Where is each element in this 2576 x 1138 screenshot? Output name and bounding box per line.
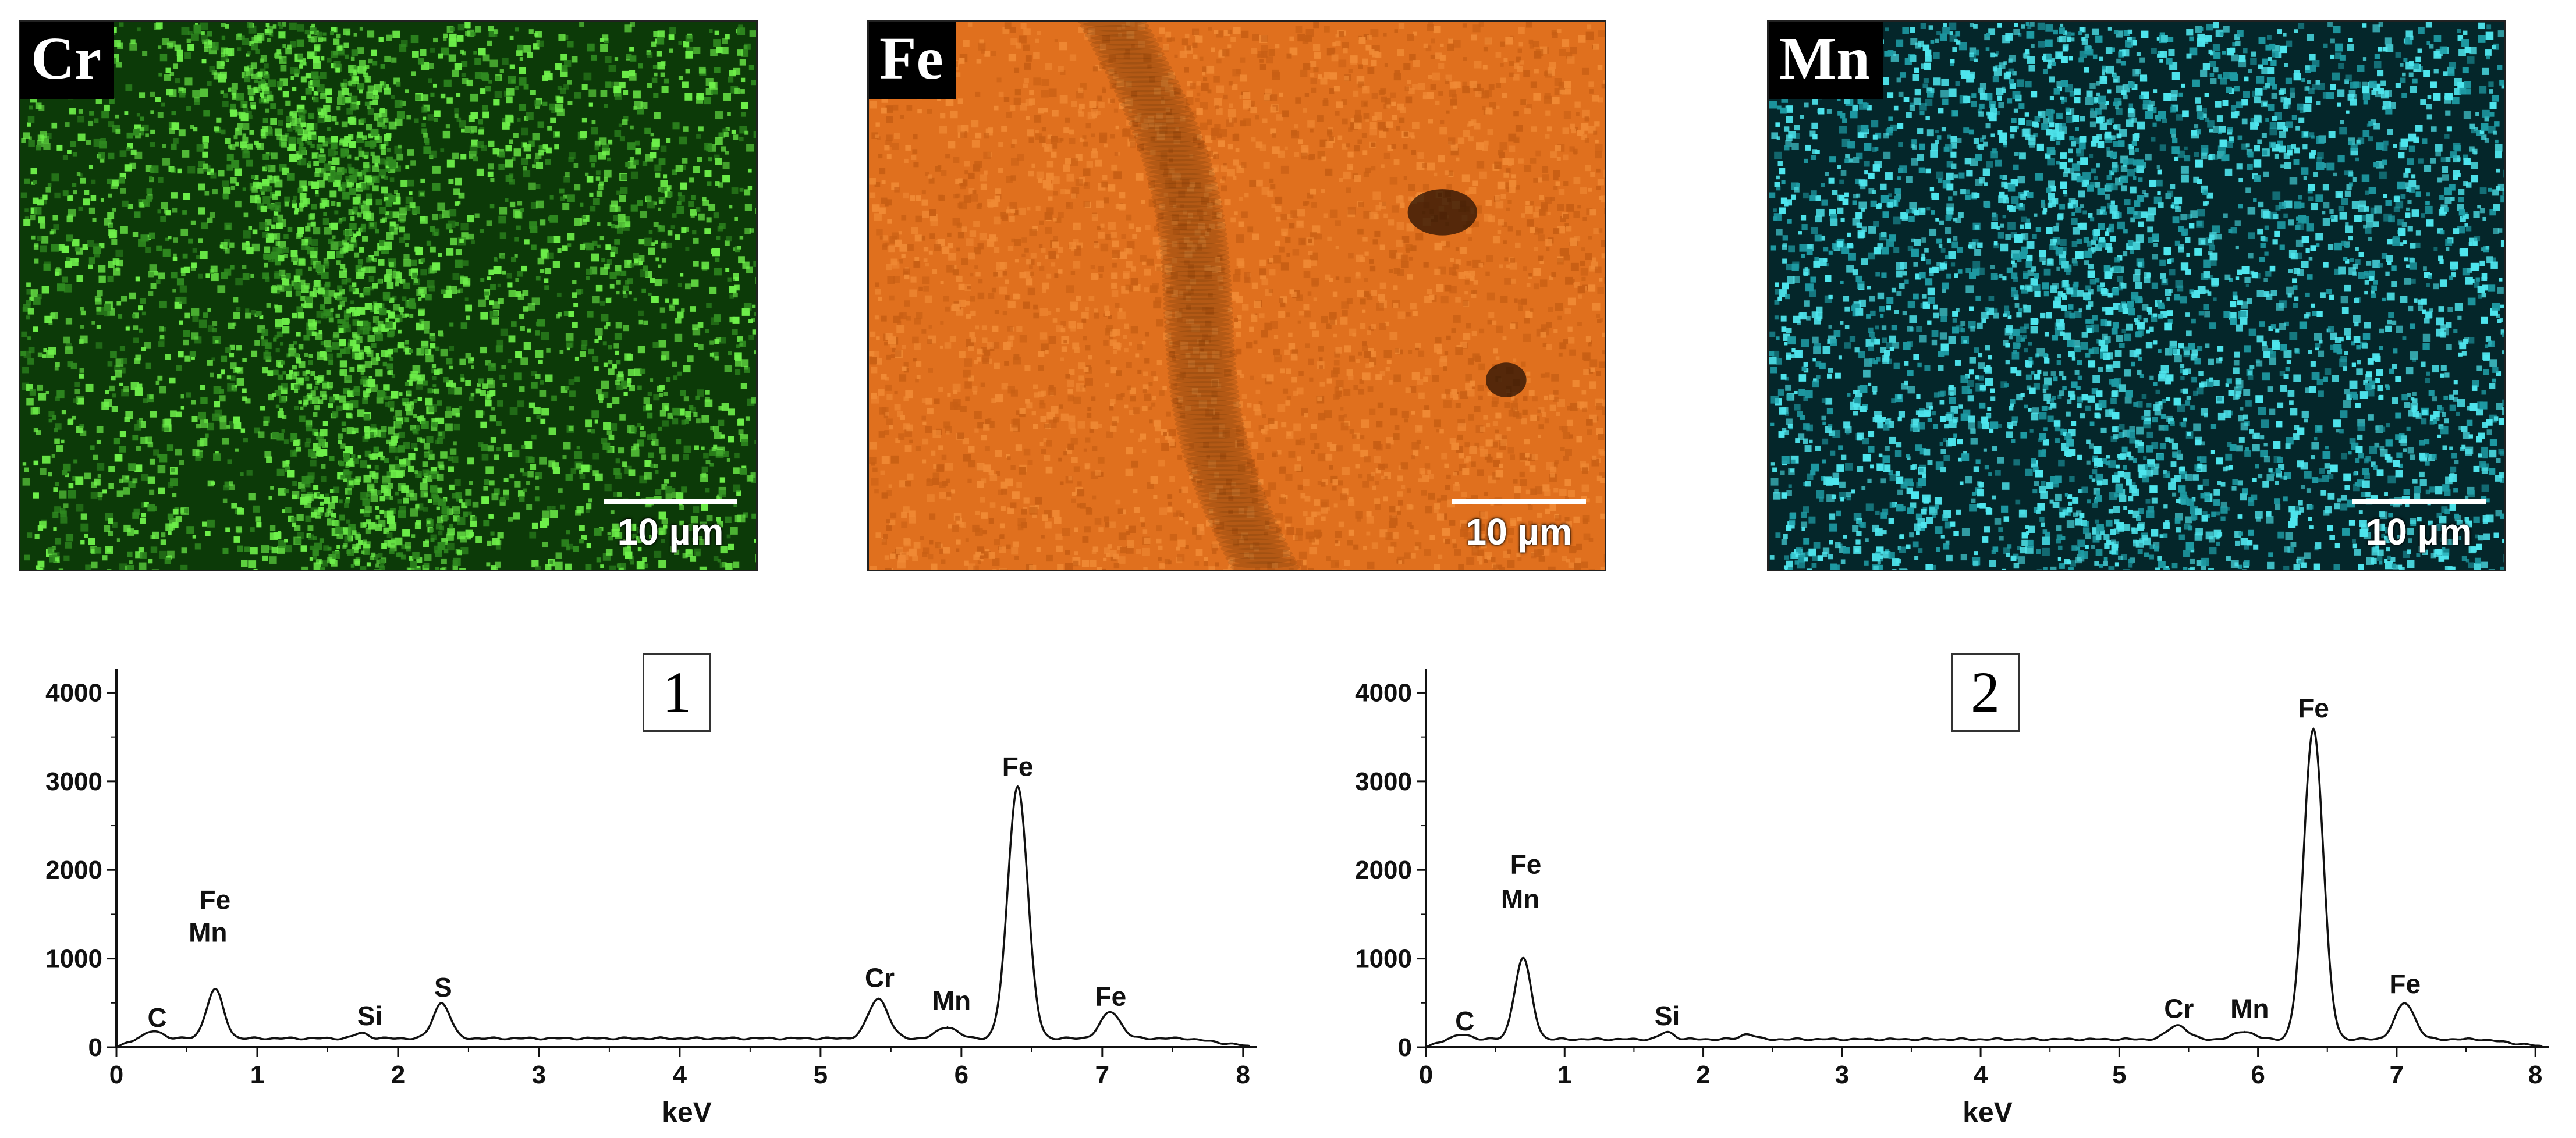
x-tick-label: 0	[1419, 1061, 1433, 1089]
scale-bar-label: 10 µm	[2365, 511, 2472, 553]
y-tick-label: 0	[1398, 1033, 1412, 1062]
peak-point	[2312, 727, 2314, 729]
peak-point	[2243, 1030, 2245, 1032]
peak-label: C	[148, 1002, 167, 1033]
x-tick-label: 2	[391, 1061, 405, 1089]
y-tick-label: 4000	[45, 678, 102, 707]
y-tick-label: 1000	[45, 945, 102, 973]
cr-elemental-map: Cr 10 µm	[19, 20, 758, 571]
peak-label: Si	[1655, 1001, 1680, 1031]
panel-label-2: 2	[1951, 653, 2020, 732]
peak-label: Fe	[1002, 752, 1034, 782]
peak-point	[1747, 1033, 1748, 1035]
peak-point	[361, 1032, 363, 1034]
eds-spectrum-1: 0 1000 2000 3000 4000 0 1 2 3 4 5 6 7 8 keV C Fe Mn Si S Cr M…	[23, 640, 1280, 1129]
peak-point	[946, 1026, 948, 1027]
y-tick-label: 2000	[45, 856, 102, 884]
peak-label: C	[1455, 1006, 1474, 1036]
scale-bar-line	[604, 499, 737, 504]
peak-label: Fe	[1510, 849, 1542, 879]
fe-map-image	[869, 22, 1605, 570]
x-tick-label: 7	[2390, 1061, 2404, 1089]
x-tick-label: 6	[955, 1061, 968, 1089]
peak-label: Fe	[1095, 981, 1127, 1011]
peak-point	[878, 998, 879, 1000]
scale-bar: 10 µm	[1452, 499, 1586, 553]
x-tick-label: 6	[2251, 1061, 2265, 1089]
scale-bar-line	[2352, 499, 2486, 504]
cr-map-image	[20, 22, 756, 570]
y-tick-label: 1000	[1355, 945, 1412, 973]
x-tick-label: 4	[673, 1061, 687, 1089]
y-tick-label: 3000	[1355, 767, 1412, 796]
peak-point	[154, 1030, 155, 1032]
x-axis-title: keV	[662, 1097, 711, 1128]
peak-label: Mn	[1501, 884, 1539, 914]
y-tick-label: 3000	[45, 767, 102, 796]
peak-label: Fe	[2298, 693, 2329, 723]
scale-bar-line	[1452, 499, 1586, 504]
peak-point	[441, 1002, 442, 1004]
peak-point	[2404, 1002, 2406, 1004]
peak-point	[1522, 958, 1524, 959]
peak-label: Fe	[2389, 969, 2421, 999]
peak-point	[214, 988, 216, 990]
map-label: Cr	[20, 22, 115, 99]
x-axis-title: keV	[1963, 1097, 2012, 1128]
x-tick-label: 3	[1835, 1061, 1849, 1089]
eds-spectrum-2-plot: 0 1000 2000 3000 4000 0 1 2 3 4 5 6 7 8 keV C Fe Mn Si Cr Mn…	[1355, 669, 2549, 1128]
x-tick-label: 3	[532, 1061, 546, 1089]
x-tick-label: 7	[1095, 1061, 1109, 1089]
peak-point	[1666, 1032, 1668, 1033]
x-tick-label: 8	[1236, 1061, 1250, 1089]
x-tick-label: 2	[1696, 1061, 1710, 1089]
fe-elemental-map: Fe 10 µm	[867, 20, 1606, 571]
peak-label: Si	[357, 1001, 382, 1031]
scale-bar: 10 µm	[604, 499, 737, 553]
x-tick-label: 1	[1557, 1061, 1571, 1089]
y-tick-label: 2000	[1355, 856, 1412, 884]
scale-bar: 10 µm	[2352, 499, 2486, 553]
scale-bar-label: 10 µm	[1466, 511, 1573, 553]
peak-label: Cr	[865, 962, 895, 993]
peak-label: Mn	[2230, 994, 2269, 1024]
x-tick-label: 4	[1974, 1061, 1988, 1089]
spectrum-line	[1425, 727, 2543, 1048]
eds-spectrum-2: 0 1000 2000 3000 4000 0 1 2 3 4 5 6 7 8 keV C Fe Mn Si Cr Mn…	[1327, 640, 2573, 1129]
peak-label: Fe	[200, 884, 231, 915]
peak-label: Cr	[2164, 994, 2194, 1024]
x-tick-label: 5	[814, 1061, 828, 1089]
mn-elemental-map: Mn 10 µm	[1767, 20, 2506, 571]
peak-point	[2177, 1024, 2178, 1026]
map-label: Fe	[869, 22, 956, 99]
x-tick-label: 5	[2112, 1061, 2126, 1089]
y-tick-label: 4000	[1355, 678, 1412, 707]
panel-label-1: 1	[643, 653, 711, 732]
scale-bar-label: 10 µm	[617, 511, 724, 553]
map-label: Mn	[1769, 22, 1883, 99]
peak-label: Mn	[189, 917, 227, 948]
peak-point	[1017, 785, 1019, 787]
y-tick-label: 0	[88, 1033, 102, 1062]
peak-label: S	[434, 972, 452, 1002]
mn-map-image	[1769, 22, 2504, 570]
peak-point	[1463, 1034, 1464, 1036]
peak-label: Mn	[932, 986, 971, 1016]
x-tick-label: 0	[109, 1061, 123, 1089]
x-tick-label: 1	[250, 1061, 264, 1089]
peak-point	[1110, 1011, 1112, 1013]
spectrum-line	[116, 785, 1251, 1048]
x-tick-label: 8	[2528, 1061, 2542, 1089]
